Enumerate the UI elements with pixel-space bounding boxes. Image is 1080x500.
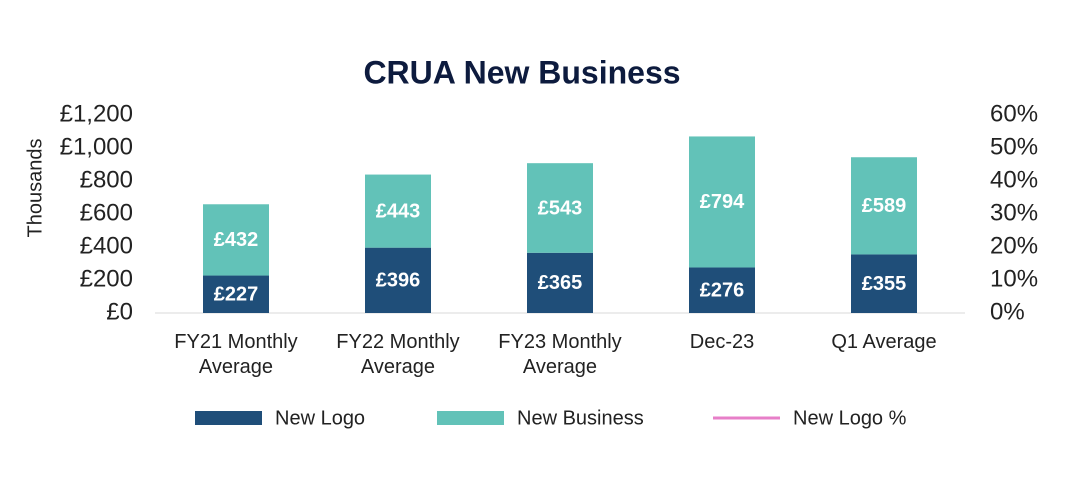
y-tick-label: £0 xyxy=(106,298,133,325)
data-label: £396 xyxy=(376,270,421,292)
data-label: £543 xyxy=(538,197,583,219)
y2-tick-label: 10% xyxy=(990,265,1038,292)
legend-label: New Logo xyxy=(275,407,365,429)
y-tick-label: £800 xyxy=(80,166,133,193)
x-tick-label: Q1 Average xyxy=(831,331,937,353)
bar-segment xyxy=(527,163,593,253)
bar-segment xyxy=(527,252,593,313)
y2-tick-label: 60% xyxy=(990,100,1038,127)
legend-label: New Logo % xyxy=(793,407,907,429)
legend-swatch xyxy=(437,411,504,425)
data-label: £432 xyxy=(214,229,259,251)
chart-title: CRUA New Business xyxy=(363,54,680,90)
bar-segment xyxy=(851,254,917,313)
y2-tick-label: 0% xyxy=(990,298,1025,325)
y-tick-label: £600 xyxy=(80,199,133,226)
y2-tick-label: 40% xyxy=(990,166,1038,193)
x-tick-label: Dec-23 xyxy=(689,331,755,353)
bar-segment xyxy=(365,247,431,313)
legend-label: New Business xyxy=(517,407,644,429)
y-tick-label: £200 xyxy=(80,265,133,292)
data-label: £365 xyxy=(538,272,583,294)
data-label: £355 xyxy=(862,273,907,295)
data-label: £589 xyxy=(862,195,907,217)
bar-segment xyxy=(689,267,755,313)
x-tick-label: FY23 Monthly Average xyxy=(498,331,622,378)
y-tick-label: £400 xyxy=(80,232,133,259)
bar-segment xyxy=(365,174,431,248)
y-axis-label: Thousands xyxy=(24,139,46,238)
y2-tick-label: 50% xyxy=(990,133,1038,160)
y2-tick-label: 30% xyxy=(990,199,1038,226)
bar-segment xyxy=(203,275,269,313)
data-label: £443 xyxy=(376,200,421,222)
data-label: £794 xyxy=(700,191,745,213)
y-tick-label: £1,000 xyxy=(60,133,133,160)
data-label: £227 xyxy=(214,284,259,306)
bar-segment xyxy=(203,204,269,276)
bar-segment xyxy=(851,157,917,255)
y-tick-label: £1,200 xyxy=(60,100,133,127)
bar-segment xyxy=(689,136,755,268)
legend-swatch xyxy=(195,411,262,425)
x-tick-label: FY21 Monthly Average xyxy=(174,331,298,378)
x-tick-label: FY22 Monthly Average xyxy=(336,331,460,378)
data-label: £276 xyxy=(700,280,745,302)
y2-tick-label: 20% xyxy=(990,232,1038,259)
